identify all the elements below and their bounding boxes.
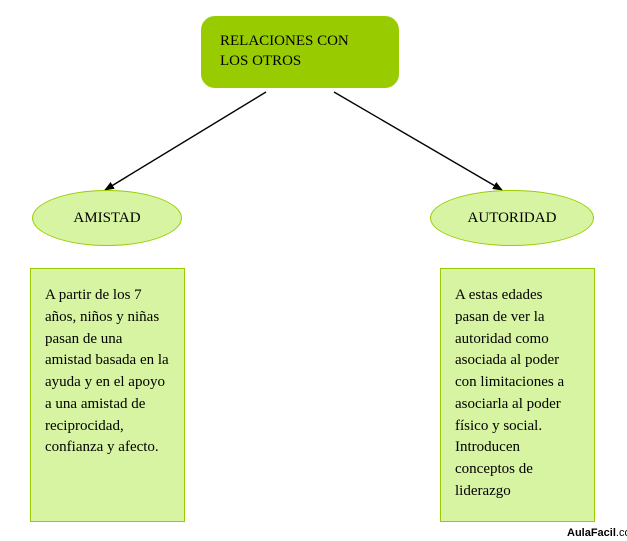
arrow-to-autoridad bbox=[334, 92, 502, 190]
watermark-bold: AulaFacil bbox=[567, 527, 616, 539]
arrow-to-amistad bbox=[105, 92, 266, 190]
root-node-label: RELACIONES CON LOS OTROS bbox=[220, 31, 380, 72]
description-box-autoridad: A estas edades pasan de ver la autoridad… bbox=[440, 268, 595, 522]
root-node: RELACIONES CON LOS OTROS bbox=[201, 16, 399, 88]
branch-node-autoridad: AUTORIDAD bbox=[430, 190, 594, 246]
branch-node-label: AUTORIDAD bbox=[468, 210, 557, 227]
watermark: AulaFacil.com bbox=[567, 527, 627, 539]
branch-node-label: AMISTAD bbox=[73, 210, 140, 227]
branch-node-amistad: AMISTAD bbox=[32, 190, 182, 246]
description-box-amistad: A partir de los 7 años, niños y niñas pa… bbox=[30, 268, 185, 522]
description-text: A estas edades pasan de ver la autoridad… bbox=[455, 287, 564, 499]
watermark-rest: .com bbox=[616, 527, 627, 539]
description-text: A partir de los 7 años, niños y niñas pa… bbox=[45, 287, 169, 455]
